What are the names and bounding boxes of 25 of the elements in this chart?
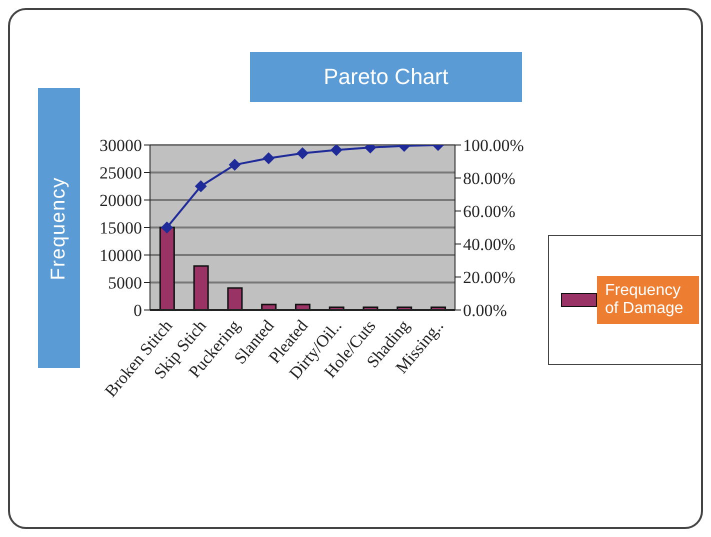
point bbox=[160, 222, 173, 234]
y2-tick-label: 60.00% bbox=[463, 202, 516, 222]
y2-tick-label: 100.00% bbox=[463, 136, 524, 156]
y-tick-label: 15000 bbox=[100, 218, 142, 238]
legend-label: Frequency of Damage bbox=[597, 276, 699, 324]
bar bbox=[193, 265, 209, 310]
point bbox=[262, 152, 275, 164]
y2-tick-label: 40.00% bbox=[463, 235, 516, 254]
y2-tick-label: 80.00% bbox=[463, 169, 516, 188]
point bbox=[330, 145, 342, 156]
y-tick-label: 25000 bbox=[100, 164, 142, 183]
y-axis-title: Frequency bbox=[48, 176, 70, 280]
y-tick-label: 30000 bbox=[100, 136, 142, 156]
y-tick-label: 20000 bbox=[100, 191, 142, 210]
y-tick-label: 5000 bbox=[108, 274, 142, 293]
point bbox=[194, 180, 207, 192]
bar bbox=[159, 226, 175, 310]
y-tick-label: 10000 bbox=[100, 246, 142, 266]
y2-tick-label: 0.00% bbox=[463, 301, 507, 320]
point bbox=[228, 158, 241, 171]
point bbox=[296, 147, 308, 160]
bar bbox=[227, 287, 243, 310]
y2-tick-label: 20.00% bbox=[463, 268, 516, 288]
y-tick-label: 0 bbox=[134, 301, 142, 320]
chart-title: Pareto Chart bbox=[250, 52, 522, 102]
